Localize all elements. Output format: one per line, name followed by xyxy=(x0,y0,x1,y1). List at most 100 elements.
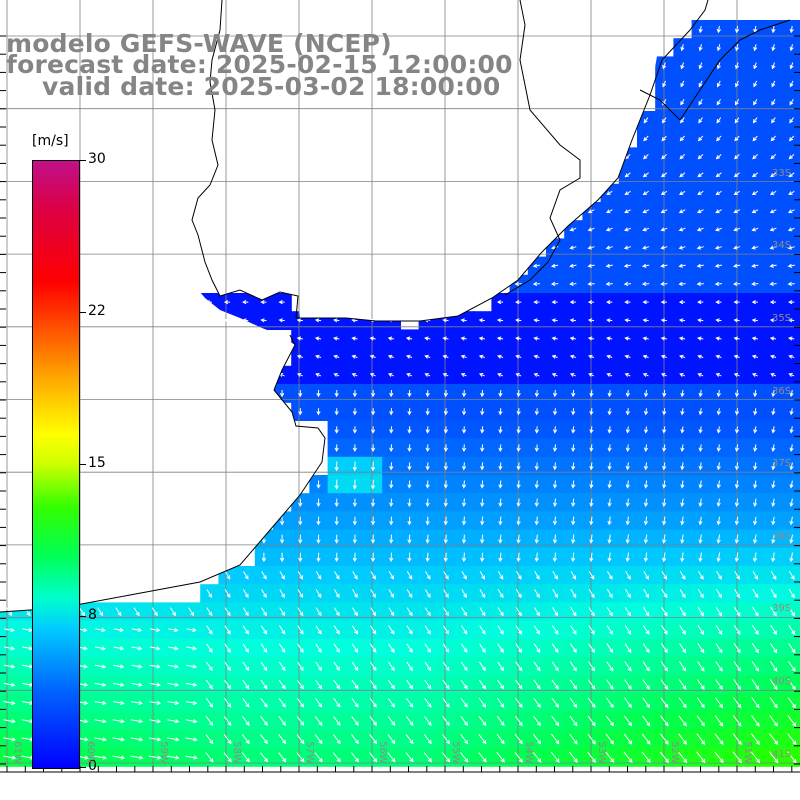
wind-arrow xyxy=(334,426,339,434)
wind-arrow xyxy=(296,697,305,708)
lon-label: 55W xyxy=(449,741,461,764)
wind-arrow xyxy=(734,444,740,453)
wind-arrow xyxy=(733,661,741,672)
wind-arrow xyxy=(514,697,523,708)
wind-arrow xyxy=(388,643,395,653)
wind-arrow xyxy=(605,697,614,709)
wind-arrow xyxy=(680,62,685,70)
wind-arrow xyxy=(624,336,631,341)
wind-arrow xyxy=(678,299,686,305)
wind-arrow xyxy=(643,154,649,160)
wind-arrow xyxy=(534,480,539,489)
wind-arrow xyxy=(678,263,686,268)
wind-arrow xyxy=(769,299,777,305)
wind-arrow xyxy=(624,679,632,690)
wind-arrow xyxy=(625,480,630,489)
wind-arrow xyxy=(751,697,760,709)
wind-arrow xyxy=(334,534,339,544)
wind-arrow xyxy=(787,679,796,691)
wind-arrow xyxy=(587,209,595,214)
wind-arrow xyxy=(588,643,595,654)
wind-arrow xyxy=(789,62,794,70)
wind-arrow xyxy=(734,98,740,106)
wind-arrow xyxy=(370,408,376,416)
wind-arrow xyxy=(242,318,249,323)
wind-arrow xyxy=(315,679,323,690)
wind-arrow xyxy=(534,552,539,563)
wind-arrow xyxy=(605,715,614,727)
wind-arrow xyxy=(534,571,540,580)
wind-arrow xyxy=(205,715,214,727)
wind-arrow xyxy=(606,336,613,341)
wind-arrow xyxy=(480,480,485,489)
wind-arrow xyxy=(569,336,576,341)
wind-arrow xyxy=(205,752,214,763)
wind-arrow xyxy=(387,752,396,763)
wind-arrow xyxy=(696,733,706,745)
wind-arrow xyxy=(369,354,376,359)
wind-arrow xyxy=(425,534,430,544)
wind-arrow xyxy=(407,462,412,471)
colorbar-label-30: 30 xyxy=(88,151,106,167)
wind-arrow xyxy=(185,737,198,742)
wind-arrow xyxy=(551,715,560,727)
wind-arrow xyxy=(185,755,198,760)
wind-arrow xyxy=(167,719,180,724)
wind-arrow xyxy=(732,733,742,746)
wind-arrow xyxy=(460,373,467,377)
wind-arrow xyxy=(697,607,704,617)
wind-arrow xyxy=(223,752,232,763)
lat-label: 39S xyxy=(772,603,792,614)
wind-arrow xyxy=(587,227,595,232)
wind-arrow xyxy=(788,354,795,359)
wind-arrow xyxy=(532,751,542,763)
wind-arrow xyxy=(753,534,758,544)
wind-arrow xyxy=(242,607,249,617)
wind-arrow xyxy=(516,571,522,580)
wind-arrow xyxy=(643,117,649,124)
wind-arrow xyxy=(442,354,449,359)
wind-arrow xyxy=(369,373,376,377)
wind-arrow xyxy=(607,498,612,508)
wind-arrow xyxy=(769,679,778,691)
wind-arrow xyxy=(425,516,430,526)
wind-arrow xyxy=(787,227,795,232)
wind-arrow xyxy=(3,719,16,724)
wind-arrow xyxy=(332,734,341,745)
wind-arrow xyxy=(625,408,631,416)
wind-arrow xyxy=(715,154,722,160)
wind-arrow xyxy=(278,734,287,745)
colorbar-tick xyxy=(79,767,86,768)
wind-arrow xyxy=(478,354,485,359)
wind-arrow xyxy=(606,299,613,305)
wind-arrow xyxy=(698,408,703,416)
wind-arrow xyxy=(94,664,107,669)
wind-arrow xyxy=(679,190,686,196)
wind-arrow xyxy=(352,389,358,398)
wind-arrows xyxy=(2,25,797,764)
wind-arrow xyxy=(733,227,741,232)
wind-arrow xyxy=(569,263,577,268)
wind-arrow xyxy=(770,354,777,359)
wind-arrow xyxy=(369,643,377,653)
wind-arrow xyxy=(460,354,467,359)
wind-arrow xyxy=(206,643,213,653)
wind-arrow xyxy=(334,571,340,580)
wind-arrow xyxy=(696,679,705,690)
wind-arrow xyxy=(460,679,468,690)
wind-arrow xyxy=(732,281,741,287)
wind-arrow xyxy=(550,751,560,763)
wind-arrow xyxy=(516,552,521,563)
wind-arrow xyxy=(442,625,450,635)
wind-arrow xyxy=(680,516,685,526)
wind-arrow xyxy=(461,571,467,580)
wind-arrow xyxy=(407,444,412,453)
wind-arrow xyxy=(352,552,357,563)
wind-arrow xyxy=(369,336,376,341)
wind-arrow xyxy=(241,752,250,763)
wind-arrow xyxy=(314,318,322,323)
wind-arrow xyxy=(733,625,741,635)
wind-arrow xyxy=(167,664,179,669)
wind-arrow xyxy=(498,480,503,489)
wind-arrow xyxy=(369,697,377,708)
